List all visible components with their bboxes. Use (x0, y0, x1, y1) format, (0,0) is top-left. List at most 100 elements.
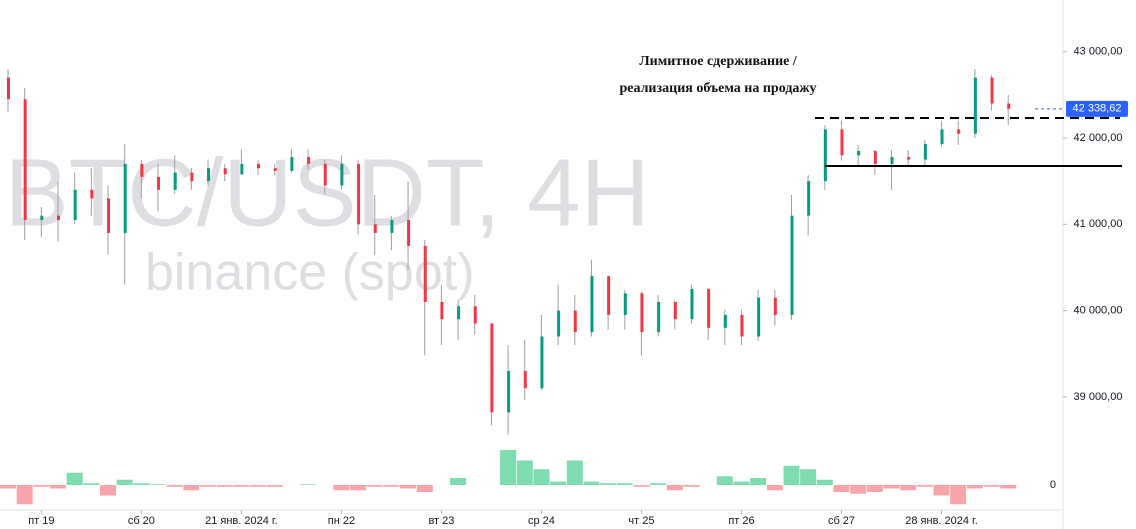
x-tick-label: сб 27 (828, 515, 855, 527)
delta-bar (900, 485, 917, 491)
candle-body (107, 198, 111, 233)
candle-body (973, 77, 977, 134)
delta-bar (133, 483, 150, 485)
delta-bar (966, 485, 983, 489)
y-tick-label: 39 000,00 (1074, 391, 1123, 403)
candle-body (90, 189, 94, 199)
y-tick-label: 43 000,00 (1074, 46, 1123, 58)
delta-bar (816, 479, 833, 485)
candle-body (7, 77, 10, 100)
candle-body (940, 129, 944, 145)
candle-body (907, 157, 911, 160)
candle-body (190, 172, 194, 182)
candle-body (990, 77, 994, 104)
candle-body (640, 293, 644, 333)
delta-bar (233, 485, 250, 487)
delta-bar (150, 484, 167, 485)
delta-bar (350, 485, 367, 491)
delta-bar (883, 485, 900, 489)
candle-body (590, 276, 594, 333)
x-tick-label: сб 20 (128, 515, 155, 527)
delta-bar (766, 485, 783, 491)
delta-bar (1000, 485, 1017, 489)
candle-body (57, 215, 61, 220)
delta-bar (50, 485, 67, 489)
candle-body (723, 314, 727, 328)
candle-body (823, 129, 827, 182)
candle-body (857, 150, 861, 156)
candle-body (773, 297, 777, 315)
delta-bar (200, 485, 217, 487)
x-tick-label: пт 19 (28, 515, 54, 527)
x-tick-label: пт 26 (728, 515, 754, 527)
watermark-symbol: BTC/USDT, 4H (5, 139, 650, 246)
delta-bar (750, 478, 767, 485)
candle-body (223, 168, 227, 175)
delta-bar (516, 460, 533, 485)
delta-bar (783, 465, 800, 485)
x-tick-label: 21 янв. 2024 г. (205, 515, 278, 527)
candle-body (157, 176, 161, 190)
candle-body (323, 163, 327, 186)
candle-body (890, 157, 894, 164)
delta-bar (100, 485, 117, 496)
candle-body (73, 189, 77, 220)
delta-bar (950, 485, 967, 505)
candle-body (23, 99, 27, 220)
delta-bar (850, 485, 867, 494)
candle-body (440, 301, 444, 320)
delta-bar (550, 481, 567, 485)
delta-bar (866, 485, 883, 492)
delta-bar (333, 485, 350, 491)
candle-body (257, 163, 261, 169)
candle-body (623, 293, 627, 315)
x-tick-label: пн 22 (328, 515, 355, 527)
delta-bar (633, 485, 650, 487)
delta-bar (450, 478, 467, 485)
candle-body (390, 220, 394, 233)
candle-body (123, 163, 127, 233)
watermark-exchange: binance (spot) (145, 244, 475, 302)
last-price-label: 42 338,62 (1073, 103, 1122, 115)
delta-bar (933, 485, 950, 496)
candle-body (873, 150, 877, 164)
candle-body (790, 215, 794, 315)
delta-bar (683, 485, 700, 487)
candle-body (507, 370, 511, 413)
delta-bar (66, 472, 83, 485)
delta-bar (600, 483, 617, 485)
candle-body (240, 163, 244, 175)
candle-body (373, 224, 377, 233)
candle-body (457, 306, 461, 320)
last-price-tag (1066, 100, 1128, 117)
delta-bar (500, 450, 517, 485)
delta-bar (250, 485, 267, 487)
annotation: Лимитное сдерживание / (639, 54, 798, 69)
candle-body (140, 163, 144, 177)
candle-body (340, 163, 344, 186)
delta-bar (166, 485, 183, 487)
x-tick-label: чт 25 (628, 515, 654, 527)
delta-bar (916, 485, 933, 487)
candle-body (273, 168, 277, 171)
candle-body (923, 144, 927, 160)
candle-body (673, 301, 677, 320)
candle-body (573, 310, 577, 333)
candle-body (840, 129, 844, 156)
candle-body (423, 245, 427, 302)
candle-body (657, 301, 661, 333)
delta-bar (300, 484, 317, 485)
delta-bar (583, 481, 600, 485)
delta-bar (616, 483, 633, 485)
delta-bar (983, 485, 1000, 487)
delta-bar (183, 485, 200, 491)
delta-bar (533, 469, 550, 485)
candle-body (307, 157, 311, 164)
candle-body (173, 172, 177, 190)
delta-bar (800, 469, 817, 485)
delta-bar (416, 485, 433, 492)
y-tick-label: 42 000,00 (1074, 132, 1123, 144)
candle-body (807, 181, 811, 216)
candle-body (207, 168, 211, 182)
delta-bar (116, 479, 133, 485)
